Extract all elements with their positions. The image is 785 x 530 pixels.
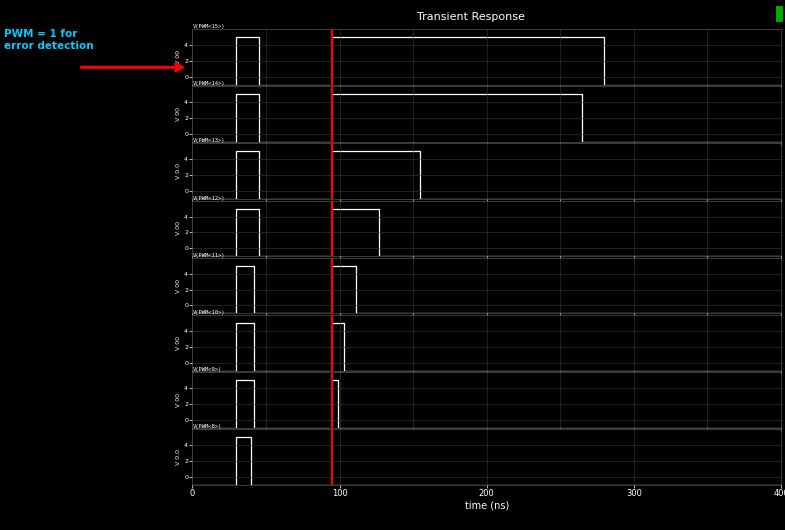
Text: V(PWM<12>): V(PWM<12>) [193,196,225,201]
Text: PWM = 1 for
error detection: PWM = 1 for error detection [4,29,93,50]
Y-axis label: V 00: V 00 [177,222,181,235]
Text: V(PWM<13>): V(PWM<13>) [193,138,225,144]
Text: V(PWM<15>): V(PWM<15>) [193,24,225,29]
Text: V(PWM<9>): V(PWM<9>) [193,367,222,372]
Y-axis label: V 00: V 00 [177,107,181,121]
Text: V(PWM<11>): V(PWM<11>) [193,253,225,258]
Y-axis label: V 0.0: V 0.0 [177,449,181,465]
Y-axis label: V 0.0: V 0.0 [177,163,181,179]
Y-axis label: V 00: V 00 [177,336,181,350]
Y-axis label: V 00: V 00 [177,50,181,64]
Text: V(PWM<14>): V(PWM<14>) [193,81,225,86]
Y-axis label: V 00: V 00 [177,279,181,293]
X-axis label: time (ns): time (ns) [465,501,509,511]
Text: V(PWM<10>): V(PWM<10>) [193,310,225,315]
Text: Transient Response: Transient Response [417,12,525,22]
Text: V(PWM<8>): V(PWM<8>) [193,425,222,429]
Y-axis label: V 00: V 00 [177,393,181,407]
